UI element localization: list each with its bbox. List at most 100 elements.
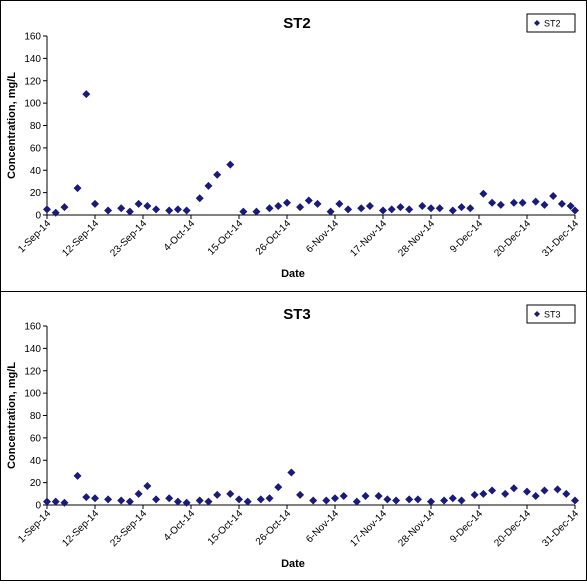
data-point: [51, 208, 60, 217]
data-point: [479, 189, 488, 198]
data-point: [235, 495, 243, 504]
data-point: [73, 471, 82, 480]
legend-label: ST2: [544, 19, 561, 29]
data-point: [226, 489, 235, 498]
data-point: [73, 184, 82, 193]
data-point: [252, 207, 261, 216]
data-point: [448, 494, 457, 503]
data-point: [427, 497, 435, 506]
data-point: [134, 489, 143, 498]
data-point: [104, 206, 113, 215]
data-point: [82, 90, 91, 99]
y-tick-label: 140: [24, 344, 41, 355]
data-point: [304, 196, 313, 205]
data-point: [540, 486, 549, 495]
data-point: [387, 205, 396, 214]
data-point: [440, 496, 449, 505]
y-axis-label: Concentration, mg/L: [6, 72, 18, 179]
data-point: [296, 490, 305, 499]
legend-box: [526, 13, 576, 33]
y-tick-label: 140: [24, 54, 41, 65]
data-point: [562, 489, 571, 498]
data-point: [466, 204, 475, 213]
data-point: [213, 490, 222, 499]
data-point: [165, 206, 174, 215]
data-point: [374, 492, 383, 501]
y-tick-label: 0: [35, 501, 41, 512]
data-point: [322, 496, 331, 505]
data-point: [418, 202, 427, 211]
data-point: [60, 498, 69, 507]
data-point: [435, 204, 444, 213]
data-point: [352, 497, 361, 506]
data-point: [274, 202, 283, 211]
legend-box: [526, 304, 576, 324]
data-point: [531, 492, 540, 501]
y-tick-label: 20: [30, 478, 42, 489]
data-point: [448, 206, 457, 215]
data-point: [518, 198, 527, 207]
data-point: [256, 495, 265, 504]
data-point: [365, 202, 374, 211]
data-point: [309, 496, 318, 505]
data-point: [331, 494, 339, 503]
data-point: [213, 170, 222, 179]
y-axis-label: Concentration, mg/L: [6, 362, 18, 469]
data-point: [313, 199, 322, 208]
data-point: [571, 496, 579, 505]
data-point: [571, 206, 579, 215]
data-point: [125, 497, 134, 506]
y-tick-label: 120: [24, 366, 41, 377]
data-point: [152, 495, 161, 504]
y-tick-label: 0: [35, 211, 41, 222]
data-point: [43, 205, 51, 214]
data-point: [405, 495, 414, 504]
data-point: [274, 483, 283, 492]
data-point: [357, 204, 366, 213]
data-point: [344, 205, 353, 214]
data-point: [457, 496, 466, 505]
data-point: [427, 204, 435, 213]
data-point: [125, 207, 134, 216]
data-point: [82, 493, 91, 502]
data-point: [523, 487, 531, 496]
y-tick-label: 60: [30, 143, 42, 154]
data-point: [457, 203, 466, 212]
data-point: [60, 203, 69, 212]
data-point: [287, 468, 296, 477]
data-point: [204, 181, 213, 190]
y-tick-label: 120: [24, 76, 41, 87]
chart-title: ST2: [283, 15, 311, 32]
data-point: [243, 497, 252, 506]
data-point: [165, 494, 174, 503]
data-point: [182, 498, 191, 507]
data-point: [91, 494, 99, 503]
data-point: [549, 191, 558, 200]
data-point: [531, 197, 540, 206]
data-point: [553, 485, 562, 494]
chart-title: ST3: [283, 306, 311, 323]
data-point: [195, 194, 204, 203]
y-tick-label: 160: [24, 322, 41, 333]
data-point: [117, 496, 126, 505]
data-point: [195, 496, 204, 505]
data-point: [413, 495, 422, 504]
data-point: [117, 204, 126, 213]
y-tick-label: 40: [30, 456, 42, 467]
data-point: [296, 203, 305, 212]
data-point: [104, 495, 113, 504]
data-point: [396, 203, 405, 212]
data-point: [265, 204, 274, 213]
data-point: [496, 200, 505, 209]
data-point: [51, 497, 60, 506]
data-point: [557, 199, 566, 208]
legend-marker: [534, 311, 540, 317]
data-point: [335, 199, 344, 208]
x-axis-label: Date: [281, 268, 305, 280]
data-point: [226, 160, 235, 169]
x-axis-label: Date: [281, 558, 305, 570]
data-point: [488, 198, 497, 207]
data-point: [501, 489, 510, 498]
legend-label: ST3: [544, 310, 561, 320]
